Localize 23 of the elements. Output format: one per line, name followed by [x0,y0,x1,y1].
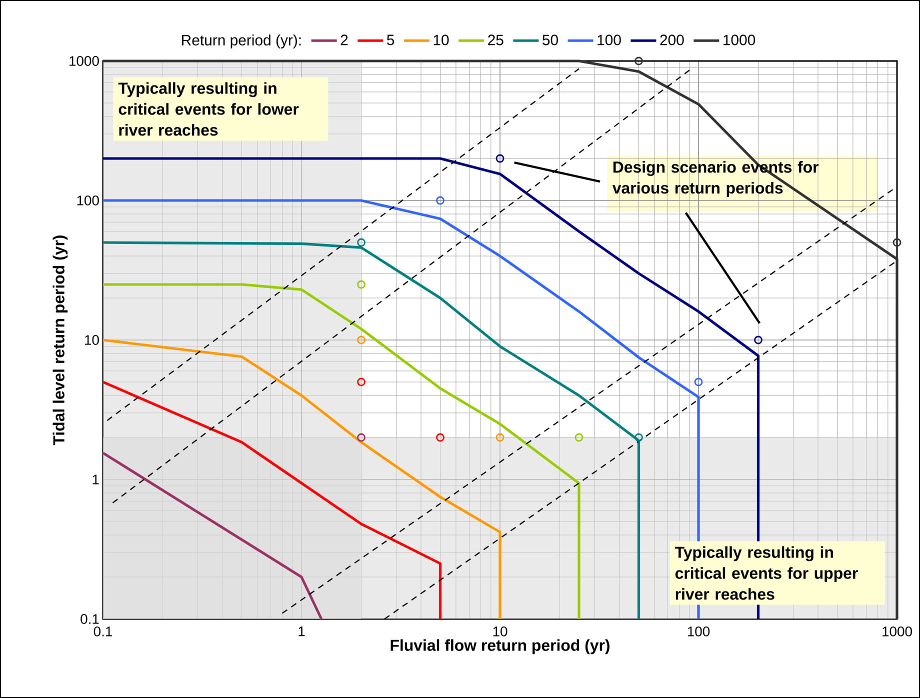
x-axis-title: Fluvial flow return period (yr) [390,639,610,654]
legend-label: 5 [386,34,394,46]
band-label: Typically resulting in critical events for lower river reaches [118,82,299,136]
y-tick-label: 100 [77,196,99,206]
legend-label: 200 [660,34,684,46]
legend-label: 100 [598,34,621,46]
legend-label: 50 [542,34,558,46]
legend-label: 1000 [724,34,756,46]
x-tick-label: 10 [493,626,508,636]
y-axis-title: Tidal level return period (yr) [52,236,68,446]
x-tick-label: 1000 [882,626,912,636]
legend-label: 10 [434,34,449,46]
y-tick-label: 1000 [70,56,99,66]
band-label: Typically resulting in critical events for upper river reaches [674,546,858,600]
x-tick-label: 1 [298,626,305,636]
legend-label: 2 [340,34,348,46]
y-tick-label: 0.1 [80,614,99,624]
x-tick-label: 100 [688,626,710,636]
y-tick-label: 1 [92,474,99,484]
legend-label: 25 [488,34,504,46]
y-tick-label: 10 [85,335,99,345]
legend-title: Return period (yr): [182,34,301,48]
x-tick-label: 0.1 [94,626,112,636]
